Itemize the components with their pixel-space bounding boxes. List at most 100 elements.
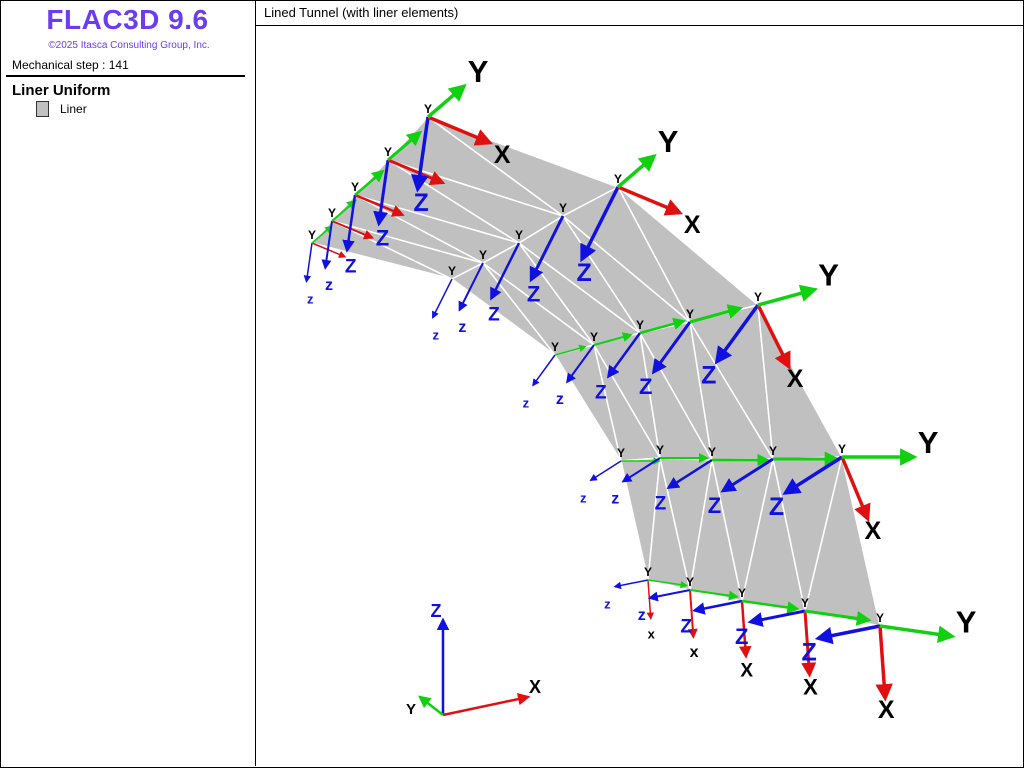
node-y-label: Y [838, 442, 846, 456]
global-y-axis-label: Y [406, 701, 416, 718]
y-axis-label: Y [918, 425, 939, 460]
app-title: FLAC3D 9.6 [46, 4, 209, 35]
z-axis-label: Z [701, 362, 716, 390]
node-y-label: Y [448, 264, 456, 278]
z-axis-label: Z [376, 226, 389, 251]
z-axis-label: z [611, 490, 619, 507]
z-axis-arrow [814, 624, 881, 645]
y-axis-arrow [689, 589, 739, 601]
z-axis-arrow [747, 609, 806, 627]
z-axis-arrow [782, 455, 843, 495]
z-axis-arrow [529, 215, 565, 283]
y-axis-arrow [354, 169, 385, 196]
node-y-label: Y [876, 611, 884, 625]
z-axis-arrow [714, 303, 760, 365]
z-axis-label: z [604, 597, 611, 612]
z-axis-arrow [532, 354, 556, 387]
z-axis-label: Z [769, 493, 784, 521]
x-axis-arrow [739, 600, 752, 659]
node-y-label: Y [636, 318, 644, 332]
view-title-divider [256, 25, 1023, 26]
node-y-label: Y [351, 180, 359, 194]
z-axis-label: Z [680, 616, 692, 637]
z-axis-label: z [638, 607, 646, 624]
z-axis-label: Z [639, 374, 652, 399]
node-y-label: Y [551, 340, 559, 354]
z-axis-label: Z [527, 282, 540, 307]
liner-surface [310, 116, 881, 627]
z-axis-label: Z [577, 259, 592, 287]
y-axis-arrow [804, 609, 872, 626]
z-axis-arrow [303, 242, 313, 283]
z-axis-label: z [433, 328, 440, 343]
x-axis-arrow [840, 456, 871, 523]
z-axis-label: Z [708, 493, 721, 518]
node-y-label: Y [384, 145, 392, 159]
z-axis-arrow [647, 589, 691, 602]
y-axis-label: Y [956, 604, 977, 639]
z-axis-arrow [373, 159, 390, 227]
z-axis-arrow [720, 457, 774, 493]
node-y-label: Y [590, 330, 598, 344]
x-axis-label: X [878, 696, 895, 724]
z-axis-arrow [342, 194, 357, 253]
z-axis-arrow [566, 344, 595, 384]
z-axis-arrow [666, 458, 713, 489]
x-axis-arrow [687, 589, 698, 639]
x-axis-arrow [801, 610, 817, 678]
y-axis-arrow [647, 579, 688, 589]
node-y-label: Y [738, 586, 746, 600]
z-axis-arrow [621, 457, 661, 483]
x-axis-arrow [875, 625, 893, 702]
z-axis-label: z [307, 292, 314, 307]
node-y-label: Y [686, 307, 694, 321]
y-axis-arrow [639, 317, 686, 335]
z-axis-label: Z [345, 256, 357, 277]
y-axis-arrow [616, 153, 657, 189]
z-axis-arrow [321, 220, 333, 270]
y-axis-arrow [331, 199, 357, 222]
z-axis-label: z [325, 277, 333, 294]
z-axis-label: z [523, 395, 530, 410]
node-y-label: Y [708, 445, 716, 459]
y-axis-arrow [387, 130, 423, 162]
x-axis-label: X [740, 660, 753, 681]
liner-color-swatch [36, 101, 49, 117]
x-axis-label: x [690, 644, 699, 661]
global-z-axis-label: Z [431, 601, 442, 621]
z-axis-arrow [692, 599, 743, 615]
y-axis-arrow [879, 624, 956, 643]
y-axis-arrow [426, 83, 467, 119]
legend-panel: FLAC3D 9.6 ©2025 Itasca Consulting Group… [0, 0, 256, 766]
z-axis-arrow [458, 262, 484, 312]
x-axis-arrow [617, 185, 684, 216]
y-axis-arrow [593, 332, 633, 346]
z-axis-arrow [613, 579, 649, 590]
node-y-label: Y [686, 575, 694, 589]
z-axis-arrow [490, 242, 521, 301]
y-axis-arrow [757, 284, 819, 307]
z-axis-arrow [411, 116, 430, 193]
z-axis-label: Z [801, 638, 816, 666]
global-y-axis-arrow [418, 695, 444, 716]
x-axis-arrow [331, 220, 375, 240]
y-axis-arrow [741, 599, 800, 614]
x-axis-arrow [354, 193, 405, 217]
liner-element [804, 456, 881, 627]
node-y-label: Y [617, 446, 625, 460]
mechanical-step-label: Mechanical step : 141 [12, 58, 129, 72]
x-axis-arrow [646, 579, 655, 620]
y-axis-label: Y [468, 54, 489, 89]
node-y-label: Y [559, 201, 567, 215]
node-y-label: Y [769, 444, 777, 458]
x-axis-label: X [865, 517, 882, 545]
node-y-label: Y [479, 248, 487, 262]
legend-title: Liner Uniform [12, 82, 111, 99]
view-title: Lined Tunnel (with liner elements) [264, 5, 459, 20]
y-axis-label: Y [818, 258, 839, 293]
node-y-label: Y [754, 290, 762, 304]
y-axis-arrow [689, 304, 743, 324]
x-axis-arrow [756, 304, 791, 370]
